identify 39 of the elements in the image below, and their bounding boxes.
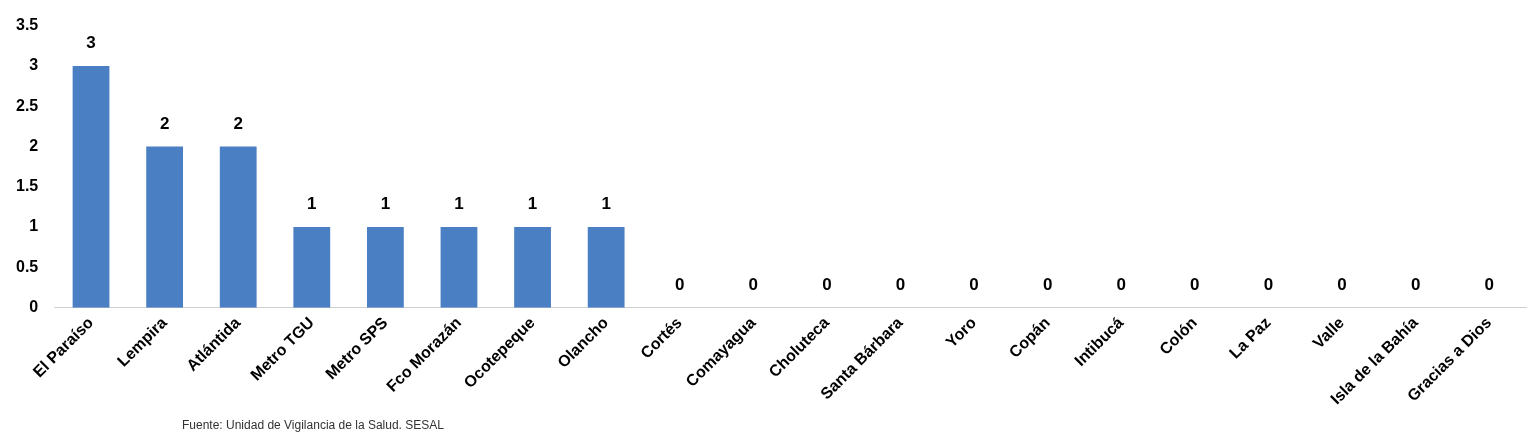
bar	[440, 227, 478, 308]
data-label: 0	[1116, 274, 1126, 294]
data-label: 0	[1190, 274, 1200, 294]
data-label: 0	[675, 274, 685, 294]
y-tick-label: 0	[29, 298, 39, 316]
bar	[219, 146, 257, 308]
y-tick-label: 0.5	[15, 257, 39, 275]
bar	[587, 227, 625, 308]
y-tick-label: 3.5	[15, 16, 39, 34]
data-label: 0	[1484, 274, 1494, 294]
data-label: 1	[307, 194, 317, 214]
data-label: 3	[86, 33, 96, 53]
y-tick-label: 2	[29, 136, 39, 154]
data-label: 0	[895, 274, 906, 294]
data-label: 0	[1337, 274, 1347, 294]
y-tick-label: 2.5	[15, 96, 39, 114]
data-label: 2	[233, 113, 243, 133]
x-tick-label: La Paz	[1225, 313, 1274, 362]
data-label: 0	[822, 274, 832, 294]
data-label: 1	[454, 194, 464, 214]
data-label: 1	[527, 194, 538, 214]
data-label: 2	[159, 113, 170, 133]
data-label: 1	[380, 194, 391, 214]
bar	[514, 227, 551, 308]
y-tick-label: 1.5	[15, 177, 39, 195]
data-label: 0	[969, 274, 979, 294]
data-label: 0	[1042, 274, 1053, 294]
y-tick-label: 3	[29, 56, 39, 74]
data-label: 1	[601, 194, 611, 214]
bar	[146, 146, 184, 308]
bar	[72, 65, 110, 308]
x-tick-label: Yoro	[942, 313, 980, 351]
data-label: 0	[1263, 274, 1274, 294]
bar	[293, 227, 331, 308]
source-note: Fuente: Unidad de Vigilancia de la Salud. SESAL	[182, 418, 445, 433]
bar	[366, 227, 404, 308]
data-label: 0	[1410, 274, 1421, 294]
y-tick-label: 1	[29, 217, 39, 235]
data-label: 0	[748, 274, 759, 294]
